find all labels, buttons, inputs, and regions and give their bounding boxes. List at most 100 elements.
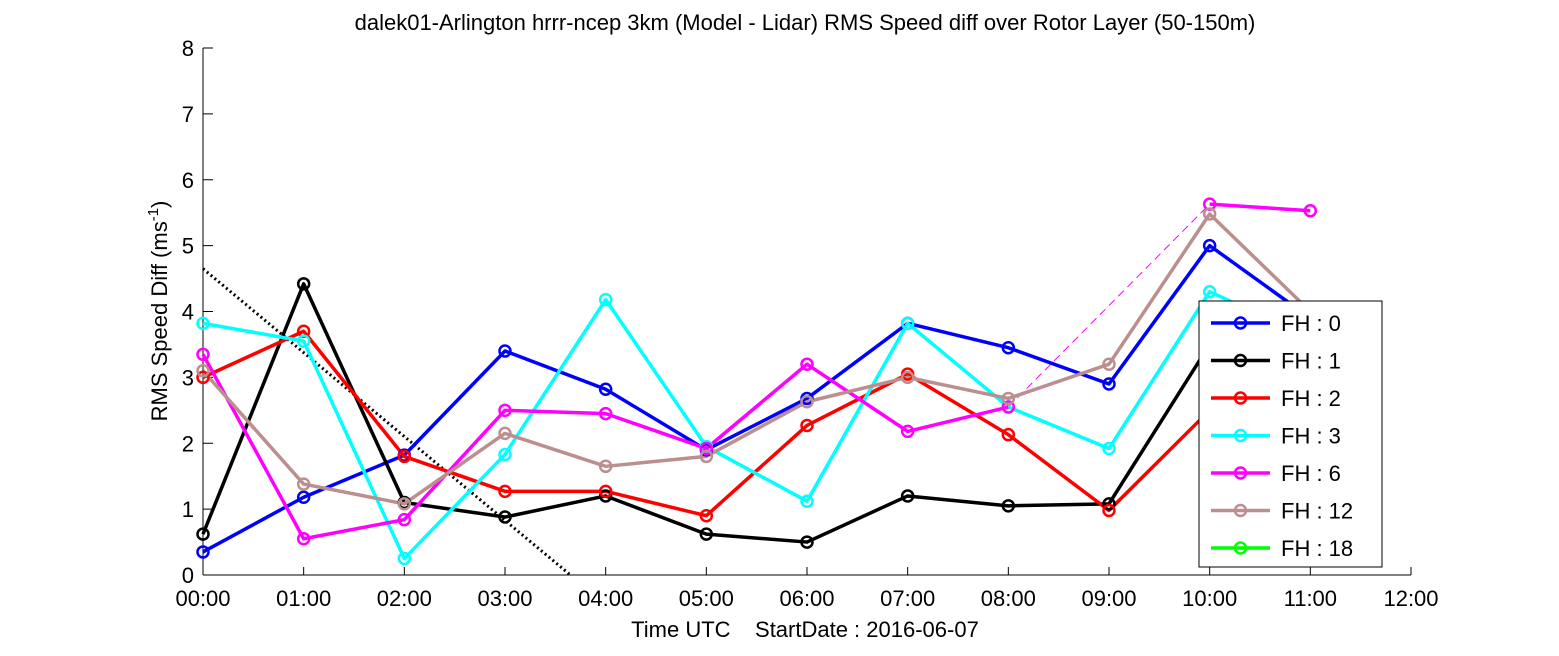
x-tick-label: 06:00: [779, 586, 834, 611]
series-point: [498, 510, 512, 524]
series-markers: [196, 197, 1318, 566]
x-tick-label: 12:00: [1383, 586, 1438, 611]
series-point: [196, 527, 210, 541]
series-point: [296, 334, 311, 348]
chart-title: dalek01-Arlington hrrr-ncep 3km (Model -…: [355, 10, 1256, 35]
series-point: [1202, 207, 1217, 221]
legend-label: FH : 12: [1281, 499, 1353, 524]
series-point: [498, 484, 512, 499]
legend: FH : 0 FH : 1 FH : 2 FH : 3 FH : 6 FH : 12 FH …: [1198, 300, 1383, 568]
y-axis-label: RMS Speed Diff (ms-1): [145, 201, 172, 422]
series-point: [598, 459, 613, 474]
x-tick-label: 10:00: [1182, 586, 1237, 611]
trend-line: [202, 267, 572, 577]
y-axis-label-close: ): [147, 201, 172, 208]
series-point: [598, 489, 613, 503]
x-tick-label: 07:00: [880, 586, 935, 611]
x-tick-label: 00:00: [175, 586, 230, 611]
x-tick-label: 05:00: [679, 586, 734, 611]
series-point: [1001, 391, 1016, 406]
series-point: [699, 508, 714, 523]
x-tick-label: 11:00: [1284, 586, 1337, 611]
legend-swatch-marker: [1233, 541, 1248, 555]
series-point: [900, 316, 915, 331]
series-point: [699, 527, 714, 541]
series-point: [296, 277, 311, 291]
legend-swatch-marker: [1233, 391, 1248, 405]
series-point: [1102, 357, 1116, 371]
series-point: [1001, 499, 1016, 513]
series-line-1: [201, 282, 1311, 544]
legend-label: FH : 18: [1281, 536, 1353, 561]
y-axis-label-main: RMS Speed Diff (ms: [147, 221, 172, 421]
series-point: [296, 477, 311, 491]
series-point: [598, 484, 613, 499]
legend-swatch-marker: [1233, 503, 1248, 518]
y-axis-label-superscript: -1: [145, 208, 162, 221]
x-tick-label: 08:00: [981, 586, 1036, 611]
series-point: [900, 489, 915, 503]
legend-label: FH : 0: [1281, 311, 1341, 336]
x-tick-label: 04:00: [578, 586, 633, 611]
legend-label: FH : 6: [1281, 461, 1341, 486]
series-line-2: [202, 329, 1312, 518]
x-tick-label: 09:00: [1081, 586, 1136, 611]
legend-label: FH : 1: [1281, 349, 1341, 374]
y-tick-label: 2: [182, 431, 194, 456]
series-point: [196, 364, 210, 378]
series-point: [397, 497, 412, 511]
series-point: [598, 382, 613, 396]
series-point: [498, 344, 512, 358]
series-point: [1001, 400, 1016, 414]
series-point: [498, 403, 512, 418]
series-point: [1303, 203, 1318, 218]
series-point: [598, 406, 613, 421]
series-point: [498, 426, 512, 441]
legend-label: FH : 2: [1281, 386, 1341, 411]
series-point: [196, 545, 210, 559]
series-point: [1102, 497, 1116, 511]
series-point: [699, 449, 714, 464]
legend-swatch-marker: [1233, 316, 1248, 330]
y-tick-label: 0: [182, 563, 194, 588]
series-point: [196, 347, 210, 362]
y-tick-label: 5: [182, 234, 194, 259]
y-tick-label: 6: [182, 168, 194, 193]
series-point: [196, 316, 210, 331]
legend-items: FH : 0 FH : 1 FH : 2 FH : 3 FH : 6 FH : 12 FH …: [1211, 311, 1353, 561]
series-point: [196, 370, 210, 385]
series-point: [598, 292, 613, 307]
y-tick-label: 1: [182, 497, 194, 522]
series-point: [800, 357, 814, 371]
x-axis-ticks: 00:00 01:00 02:00 03:00 04:00 05:00 06:00 07:00…: [175, 567, 1439, 611]
series-point: [699, 441, 714, 456]
x-axis-label: Time UTC StartDate : 2016-06-07: [631, 617, 979, 642]
series-point: [296, 532, 311, 546]
series-point: [1102, 377, 1116, 391]
y-tick-label: 7: [182, 102, 194, 127]
series-point: [498, 447, 512, 462]
y-axis-ticks: 0 1 2 3 4 5 6 7 8: [182, 36, 213, 588]
series-point: [1102, 441, 1116, 456]
series-point: [296, 490, 311, 505]
y-tick-label: 4: [182, 300, 194, 325]
series-point: [1102, 503, 1116, 518]
series-point: [800, 394, 814, 409]
series-point: [1001, 427, 1016, 442]
legend-label: FH : 3: [1281, 424, 1341, 449]
series-line-0: [202, 243, 1312, 554]
series-point: [800, 494, 814, 508]
series-line-4: [1209, 202, 1311, 213]
series-point: [800, 418, 814, 433]
y-tick-label: 8: [182, 36, 194, 61]
legend-swatch-marker: [1233, 353, 1248, 368]
series-point: [397, 551, 412, 566]
series-line-5: [201, 212, 1312, 506]
gap-line: [1007, 203, 1211, 408]
x-tick-label: 02:00: [377, 586, 432, 611]
series-point: [1202, 284, 1217, 299]
series-point: [900, 424, 915, 439]
series-lines: [201, 202, 1312, 577]
legend-swatch-marker: [1233, 428, 1248, 443]
